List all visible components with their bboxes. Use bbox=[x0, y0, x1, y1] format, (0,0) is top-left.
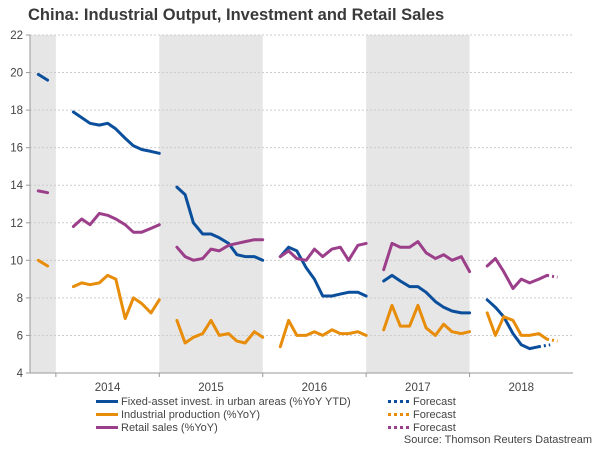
axes: 4 6 8 10 12 14 16 18 20 22 2014 2015 2016 2017 2018 bbox=[10, 30, 573, 394]
series-line bbox=[36, 189, 50, 195]
series-line bbox=[382, 240, 472, 274]
y-tick-label: 20 bbox=[10, 68, 23, 80]
shaded-period bbox=[159, 35, 263, 373]
x-tick-label: 2017 bbox=[405, 382, 431, 394]
series-line bbox=[36, 72, 50, 82]
series-line bbox=[175, 318, 265, 345]
y-tick-label: 10 bbox=[10, 255, 23, 267]
y-tick-label: 4 bbox=[17, 368, 24, 380]
x-tick-label: 2015 bbox=[198, 382, 224, 394]
series-line bbox=[278, 318, 368, 349]
y-tick-label: 14 bbox=[10, 180, 23, 192]
series-1 bbox=[36, 258, 558, 349]
legend-entry-industrial-production: Industrial production (%YoY) bbox=[96, 408, 351, 421]
shaded-period bbox=[30, 35, 56, 373]
legend-label: Retail sales (%YoY) bbox=[121, 421, 218, 434]
legend-swatch bbox=[96, 426, 118, 429]
series-line bbox=[71, 110, 161, 155]
gridlines bbox=[30, 34, 573, 336]
y-tick-label: 6 bbox=[17, 330, 23, 342]
series-line bbox=[382, 273, 472, 315]
y-tick-label: 12 bbox=[10, 218, 23, 230]
legend-swatch-dotted bbox=[388, 413, 410, 416]
series-2 bbox=[36, 189, 558, 290]
legend-label: Fixed-asset invest. in urban areas (%YoY… bbox=[121, 395, 351, 408]
legend-entry-forecast-industrial: Forecast bbox=[388, 408, 456, 421]
legend-swatch-dotted bbox=[388, 400, 410, 403]
x-tick-label: 2014 bbox=[95, 382, 121, 394]
series-line bbox=[278, 241, 368, 262]
legend-entry-forecast-retail: Forecast bbox=[388, 421, 456, 434]
series-line bbox=[485, 311, 549, 341]
legend-series: Fixed-asset invest. in urban areas (%YoY… bbox=[96, 395, 351, 434]
y-tick-label: 22 bbox=[10, 30, 23, 42]
series-line bbox=[485, 257, 549, 290]
legend-swatch bbox=[96, 400, 118, 403]
x-tick-label: 2016 bbox=[302, 382, 328, 394]
series-line bbox=[382, 303, 472, 337]
series-line bbox=[36, 258, 50, 268]
forecast-line bbox=[546, 337, 558, 343]
series-line bbox=[71, 211, 161, 234]
legend-swatch bbox=[96, 413, 118, 416]
legend-entry-fixed-asset: Fixed-asset invest. in urban areas (%YoY… bbox=[96, 395, 351, 408]
y-tick-label: 8 bbox=[17, 293, 23, 305]
series-line bbox=[175, 185, 265, 262]
legend-swatch-dotted bbox=[388, 426, 410, 429]
series-lines bbox=[36, 72, 558, 351]
x-tick-label: 2018 bbox=[508, 382, 534, 394]
legend-entry-retail-sales: Retail sales (%YoY) bbox=[96, 421, 351, 434]
chart-title: China: Industrial Output, Investment and… bbox=[28, 6, 445, 24]
legend-label: Forecast bbox=[413, 421, 456, 434]
shaded-periods bbox=[30, 35, 470, 373]
series-line bbox=[278, 245, 368, 298]
shaded-period bbox=[366, 35, 470, 373]
legend-entry-forecast-fixed-asset: Forecast bbox=[388, 395, 456, 408]
y-tick-label: 16 bbox=[10, 143, 23, 155]
source-note: Source: Thomson Reuters Datastream bbox=[403, 434, 592, 446]
series-line bbox=[175, 238, 265, 262]
series-line bbox=[71, 273, 161, 320]
series-0 bbox=[36, 72, 551, 351]
legend-label: Forecast bbox=[413, 395, 456, 408]
y-tick-label: 18 bbox=[10, 105, 23, 117]
legend-label: Industrial production (%YoY) bbox=[121, 408, 261, 421]
legend-forecast: Forecast Forecast Forecast bbox=[388, 395, 456, 434]
forecast-line bbox=[546, 273, 558, 279]
legend-label: Forecast bbox=[413, 408, 456, 421]
series-line bbox=[485, 298, 541, 351]
forecast-line bbox=[538, 343, 551, 349]
